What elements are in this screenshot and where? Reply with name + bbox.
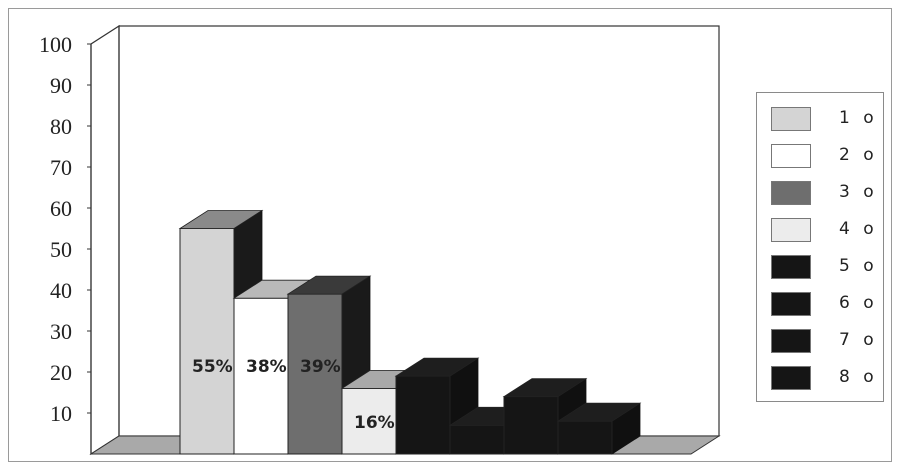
- legend-swatch: [771, 366, 811, 390]
- data-label: 39%: [300, 357, 341, 377]
- legend-label: 6 o: [839, 293, 878, 313]
- bar-top: [178, 210, 264, 229]
- bar-8: [556, 402, 642, 455]
- legend-swatch: [771, 218, 811, 242]
- legend-swatch: [771, 181, 811, 205]
- data-label: 38%: [246, 357, 287, 377]
- legend-swatch: [771, 329, 811, 353]
- legend-swatch: [771, 292, 811, 316]
- legend-item: 3 o: [757, 177, 885, 207]
- bar: [341, 387, 397, 455]
- legend-item: 5 o: [757, 251, 885, 281]
- y-tick-label: 90: [50, 73, 72, 98]
- legend-label: 2 o: [839, 145, 878, 165]
- bar: [395, 375, 451, 455]
- legend-label: 5 o: [839, 256, 878, 276]
- side-wall: [90, 24, 120, 456]
- bar-top: [556, 402, 642, 422]
- y-tick-label: 20: [50, 360, 72, 385]
- legend-item: 7 o: [757, 325, 885, 355]
- legend-label: 3 o: [839, 182, 878, 202]
- y-tick-label: 60: [50, 196, 72, 221]
- data-label: 16%: [354, 413, 395, 433]
- bar: [287, 293, 343, 455]
- bar: [557, 420, 613, 455]
- bar: [449, 424, 505, 455]
- chart-frame: [8, 8, 892, 462]
- legend-swatch: [771, 107, 811, 131]
- legend-item: 8 o: [757, 362, 885, 392]
- legend-swatch: [771, 255, 811, 279]
- y-tick-label: 10: [50, 401, 72, 426]
- legend-item: 4 o: [757, 214, 885, 244]
- legend-item: 6 o: [757, 288, 885, 318]
- legend: 1 o 2 o 3 o 4 o 5 o 6 o 7 o 8 o: [756, 92, 884, 402]
- y-tick-label: 70: [50, 155, 72, 180]
- legend-item: 1 o: [757, 103, 885, 133]
- data-label: 55%: [192, 357, 233, 377]
- y-tick-label: 30: [50, 319, 72, 344]
- bar-top: [394, 357, 480, 377]
- bar-top: [502, 378, 588, 398]
- legend-label: 1 o: [839, 108, 878, 128]
- legend-label: 8 o: [839, 367, 878, 387]
- bar: [233, 297, 289, 455]
- y-tick-label: 100: [39, 32, 72, 57]
- y-tick-label: 80: [50, 114, 72, 139]
- bar: [179, 228, 235, 455]
- legend-swatch: [771, 144, 811, 168]
- y-tick-label: 50: [50, 237, 72, 262]
- bar-top: [286, 275, 372, 295]
- legend-item: 2 o: [757, 140, 885, 170]
- y-tick-label: 40: [50, 278, 72, 303]
- legend-label: 7 o: [839, 330, 878, 350]
- bar: [503, 396, 559, 455]
- legend-label: 4 o: [839, 219, 878, 239]
